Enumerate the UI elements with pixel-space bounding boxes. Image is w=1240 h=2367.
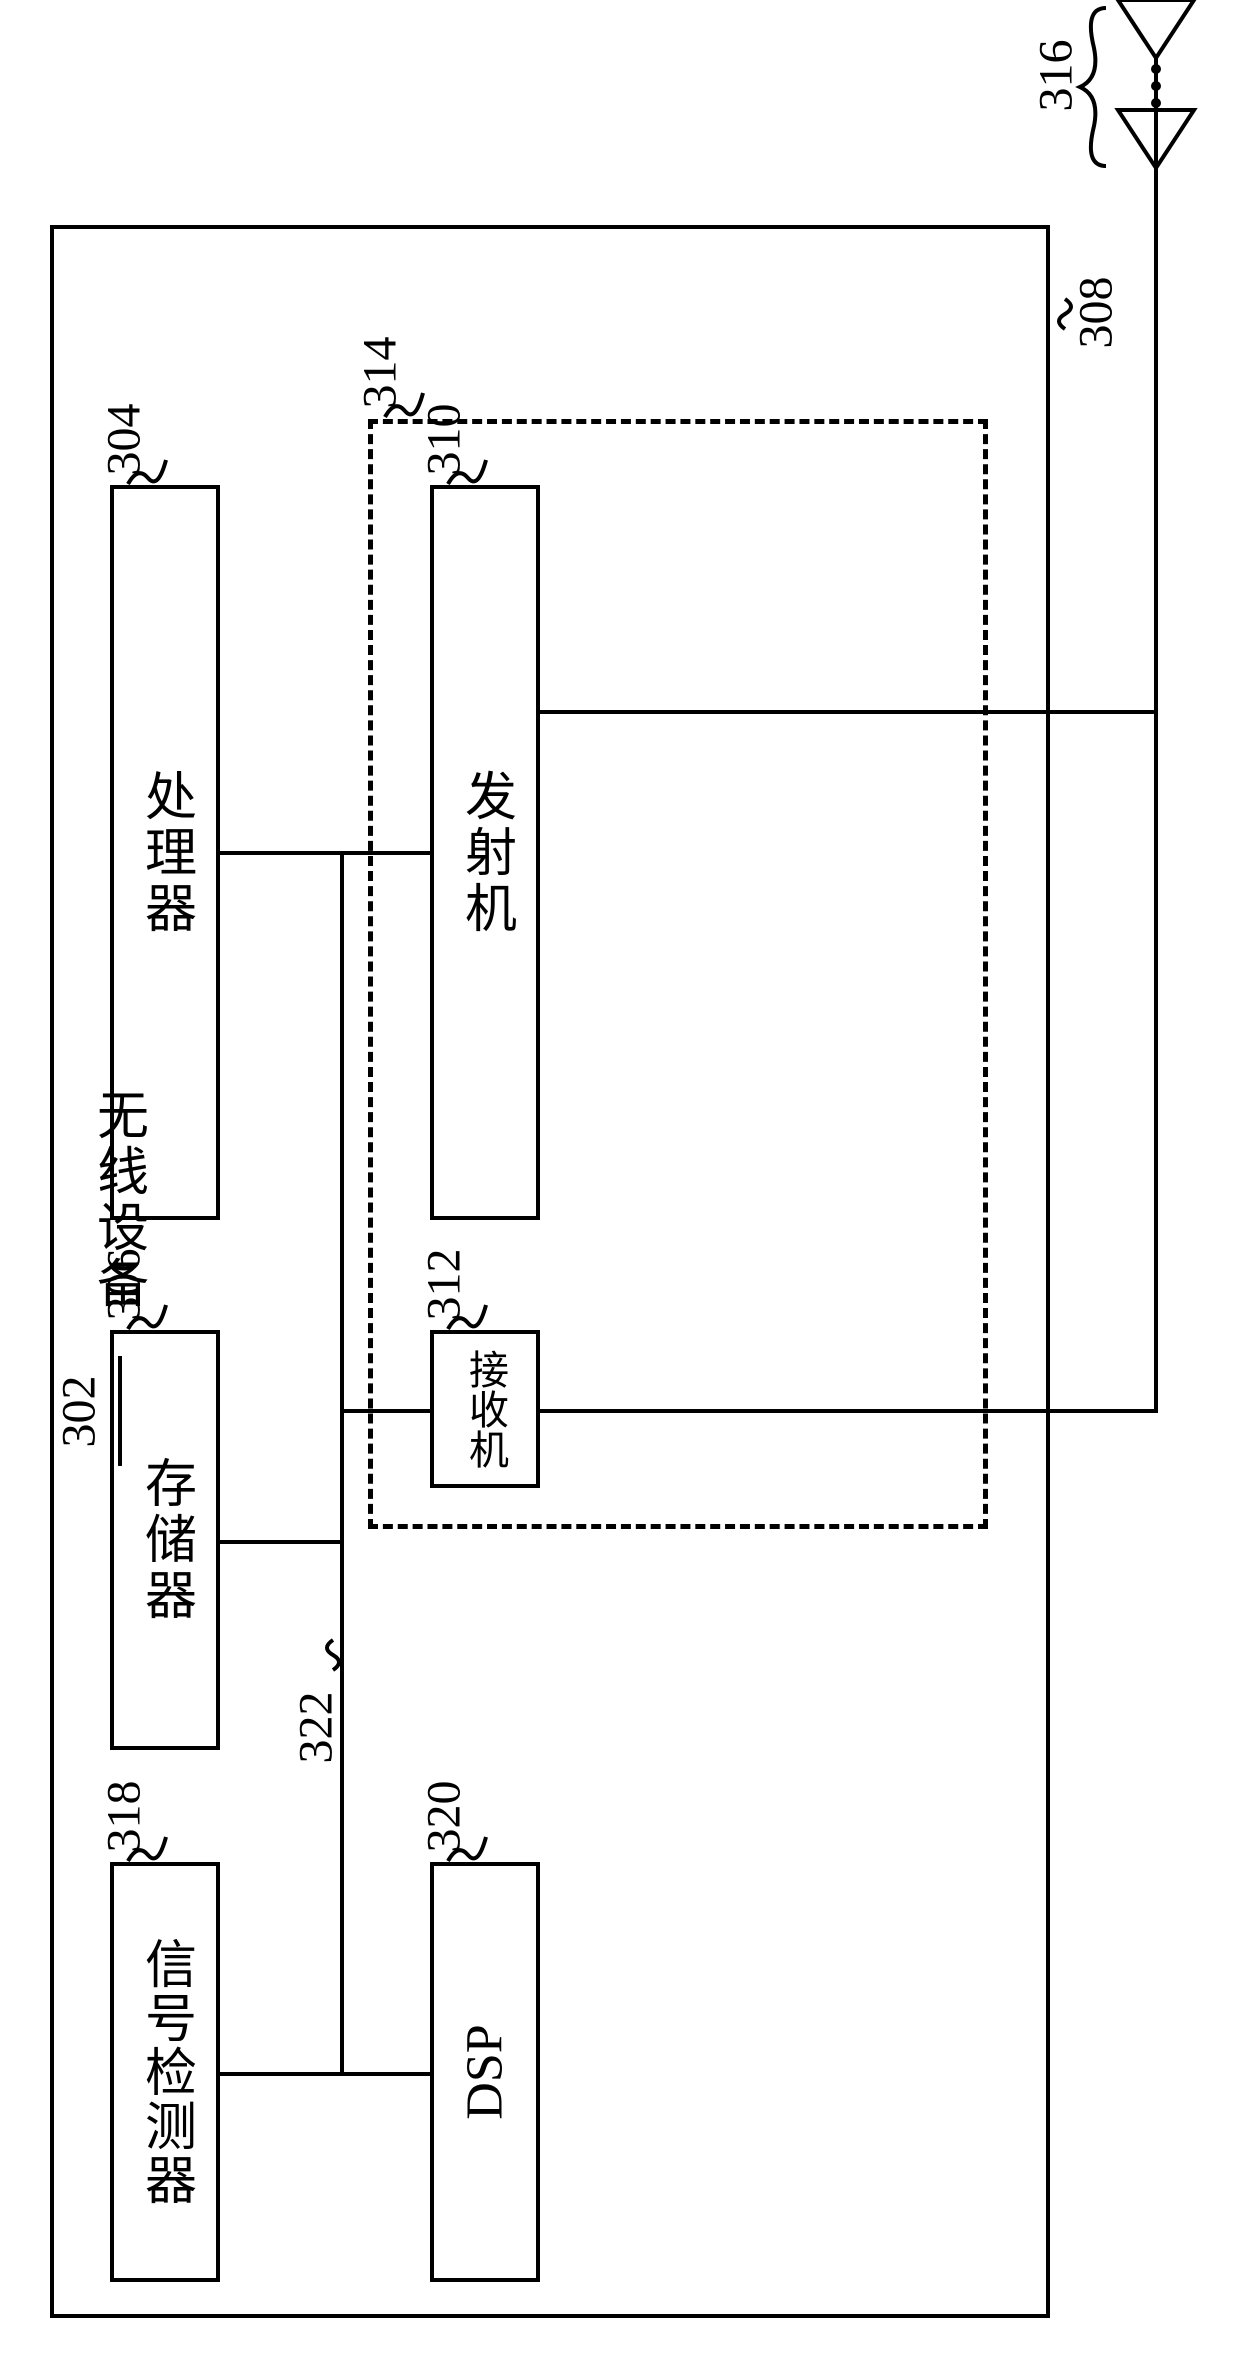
- processor-bus-stub: [220, 851, 344, 855]
- block-transmitter: 发射机: [430, 485, 540, 1220]
- block-detector-label: 信号检测器: [114, 1866, 216, 2278]
- memory-bus-stub: [220, 1540, 344, 1544]
- dsp-ref: 320: [408, 1789, 480, 1844]
- antenna2-stem: [1154, 165, 1158, 215]
- block-processor-label: 处理器: [114, 489, 216, 1216]
- transceiver-ref: 314: [344, 345, 416, 400]
- block-processor: 处理器: [110, 485, 220, 1220]
- receiver-ref: 312: [408, 1257, 480, 1312]
- antenna-ref: 316: [1020, 48, 1092, 103]
- block-memory-label: 存储器: [114, 1334, 216, 1746]
- outer-box-ref: 308: [1060, 285, 1132, 340]
- rx-antenna-vert: [1154, 710, 1158, 1413]
- antenna-ellipsis-dots: [1148, 63, 1164, 109]
- detector-ref: 318: [88, 1789, 160, 1844]
- bus-ref-lead: [325, 1640, 359, 1670]
- tx-antenna-horiz: [540, 710, 1158, 714]
- transmitter-bus-stub: [340, 851, 430, 855]
- rx-antenna-horiz: [540, 1409, 1158, 1413]
- antenna-icon-1: [1118, 0, 1194, 58]
- transmitter-ref: 310: [408, 412, 480, 467]
- block-detector: 信号检测器: [110, 1862, 220, 2282]
- bus-vertical: [340, 851, 344, 2076]
- block-dsp: DSP: [430, 1862, 540, 2282]
- block-receiver-label: 接收机: [434, 1334, 536, 1484]
- bus-ref: 322: [280, 1700, 352, 1755]
- device-ref: 302: [63, 1356, 113, 1466]
- memory-ref: 306: [88, 1257, 160, 1312]
- block-receiver: 接收机: [430, 1330, 540, 1488]
- processor-ref: 304: [88, 412, 160, 467]
- block-transmitter-label: 发射机: [434, 489, 536, 1216]
- block-dsp-label: DSP: [456, 2024, 515, 2119]
- dsp-bus-stub: [340, 2072, 430, 2076]
- block-memory: 存储器: [110, 1330, 220, 1750]
- detector-bus-stub: [220, 2072, 344, 2076]
- receiver-bus-stub: [340, 1409, 430, 1413]
- antenna-icon-2: [1118, 110, 1194, 168]
